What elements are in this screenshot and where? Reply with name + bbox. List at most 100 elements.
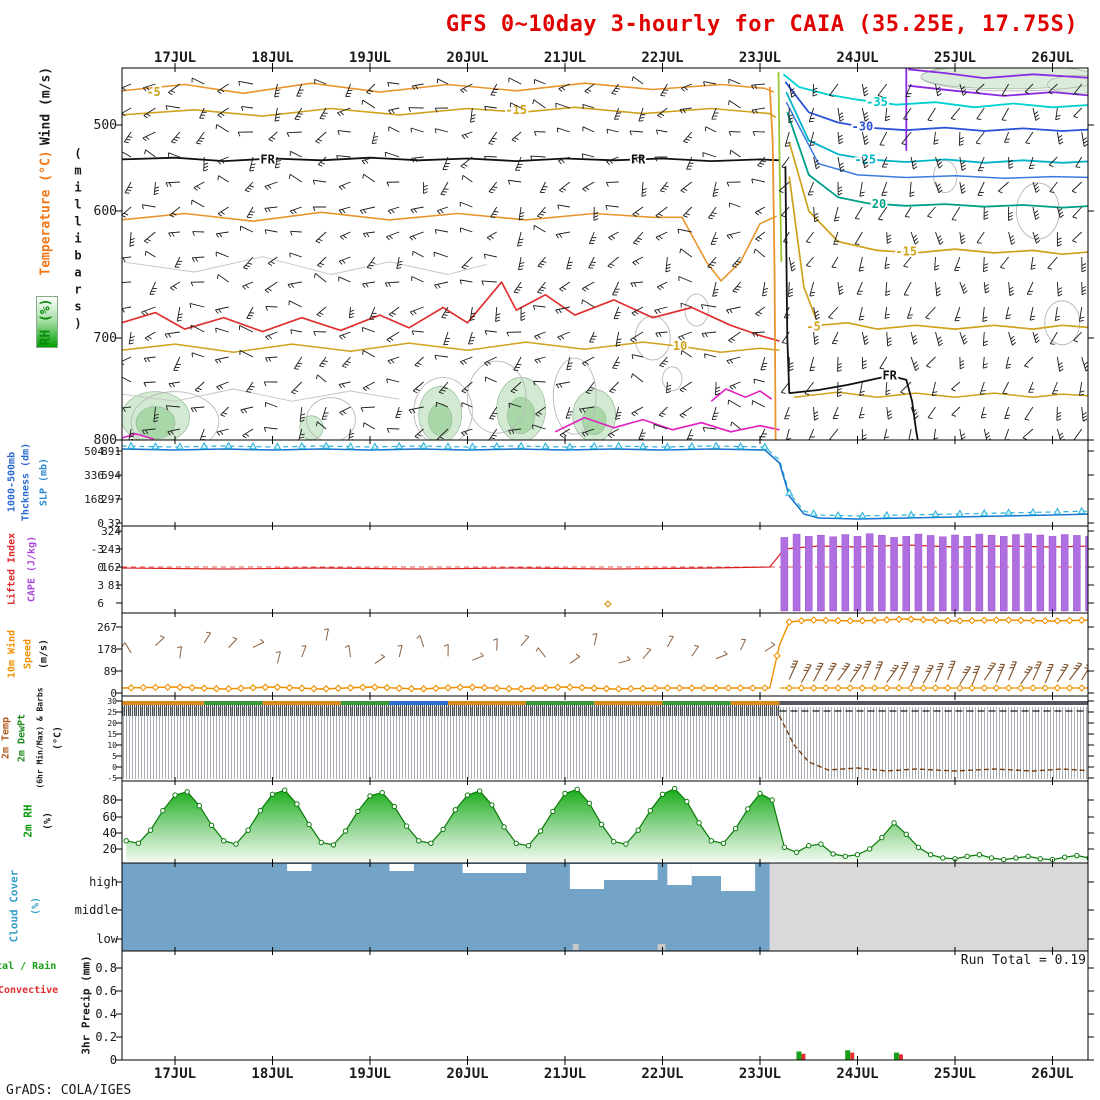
x-axis-label-bottom: 17JUL: [154, 1066, 196, 1082]
axis-label-millibars: (millibars): [71, 146, 85, 334]
svg-text:30: 30: [107, 697, 117, 706]
svg-text:15: 15: [107, 730, 117, 739]
x-axis-label-bottom: 19JUL: [349, 1066, 391, 1082]
svg-text:FR: FR: [260, 152, 275, 166]
axis-label-slp-mb: SLP (mb): [38, 457, 50, 507]
svg-text:-3: -3: [91, 543, 104, 556]
panel-upper-air: -5 -15 FR FR 10 -35 -30 -25 20 -15 -5 FR: [122, 68, 1088, 440]
svg-text:89: 89: [104, 665, 117, 678]
x-axis-label-top: 19JUL: [349, 50, 391, 66]
x-axis-label-top: 18JUL: [251, 50, 293, 66]
svg-text:-5: -5: [146, 85, 160, 99]
svg-text:0: 0: [110, 687, 117, 700]
axis-label-: (%): [30, 896, 42, 916]
x-axis-label-top: 17JUL: [154, 50, 196, 66]
x-axis-label-bottom: 21JUL: [544, 1066, 586, 1082]
axis-label-m-s: (m/s): [38, 638, 50, 670]
x-axis-label-bottom: 26JUL: [1031, 1066, 1073, 1082]
svg-text:0: 0: [112, 763, 117, 772]
svg-text:5: 5: [112, 752, 117, 761]
axis-label-cloud-cover: Cloud Cover: [7, 869, 21, 943]
x-axis-label-top: 23JUL: [739, 50, 781, 66]
svg-text:60: 60: [103, 810, 117, 824]
x-axis-label-top: 21JUL: [544, 50, 586, 66]
panel-precip: [796, 1050, 903, 1060]
axis-label-total-rain: Total / Rain: [0, 961, 57, 972]
axis-label-wind-m-s: Wind (m/s): [38, 66, 54, 146]
axis-label-: (%): [42, 811, 54, 831]
x-axis-label-bottom: 18JUL: [251, 1066, 293, 1082]
svg-text:32: 32: [108, 517, 121, 530]
svg-text:6: 6: [97, 597, 104, 610]
axis-label-thckness-dm: Thckness (dm): [20, 442, 32, 522]
svg-text:0.4: 0.4: [95, 1007, 117, 1021]
axis-label-speed: Speed: [22, 638, 34, 670]
svg-text:0: 0: [97, 561, 104, 574]
panel-cloud-cover: [122, 863, 1088, 951]
svg-text:25: 25: [107, 708, 117, 717]
svg-text:-35: -35: [866, 95, 888, 109]
svg-text:0.6: 0.6: [95, 984, 117, 998]
x-axis-label-bottom: 22JUL: [641, 1066, 683, 1082]
svg-text:81: 81: [108, 579, 121, 592]
x-axis-label-bottom: 23JUL: [739, 1066, 781, 1082]
svg-text:297: 297: [101, 493, 121, 506]
svg-text:891: 891: [101, 445, 121, 458]
axis-label-convective: Convective: [0, 985, 59, 996]
rh-gradient-legend: [36, 296, 58, 348]
run-total-label: Run Total = 0.19: [960, 953, 1086, 968]
svg-text:500: 500: [94, 118, 117, 133]
x-axis-label-top: 25JUL: [934, 50, 976, 66]
panel-slp-thickness: [122, 441, 1088, 520]
svg-text:0: 0: [110, 1053, 117, 1067]
x-axis-label-bottom: 24JUL: [836, 1066, 878, 1082]
svg-text:low: low: [96, 932, 118, 946]
svg-text:40: 40: [103, 826, 117, 840]
svg-text:20: 20: [107, 719, 117, 728]
svg-text:324: 324: [101, 525, 121, 538]
x-axis-label-top: 20JUL: [446, 50, 488, 66]
x-axis-label-top: 26JUL: [1031, 50, 1073, 66]
axis-label-2m-dewpt: 2m DewPt: [16, 713, 28, 763]
axis-label-temperature-c: Temperature (°C): [38, 150, 54, 276]
svg-text:504: 504: [84, 445, 104, 458]
panel-2m-temp-dewpt: [122, 701, 1088, 779]
svg-text:267: 267: [97, 621, 117, 634]
svg-text:178: 178: [97, 643, 117, 656]
svg-text:80: 80: [103, 793, 117, 807]
svg-text:168: 168: [84, 493, 104, 506]
svg-text:600: 600: [94, 204, 117, 219]
axis-label-lifted-index: Lifted Index: [6, 532, 18, 606]
chart-title: GFS 0~10day 3-hourly for CAIA (35.25E, 1…: [445, 12, 1079, 37]
svg-text:162: 162: [101, 561, 121, 574]
axis-label-3hr-precip-mm: 3hr Precip (mm): [79, 955, 93, 1055]
svg-text:700: 700: [94, 331, 117, 346]
panel-2m-rh: [123, 785, 1088, 863]
axis-label-2m-temp: 2m Temp: [0, 716, 12, 760]
axis-label-cape-j-kg: CAPE (J/kg): [26, 535, 38, 603]
svg-text:0: 0: [97, 517, 104, 530]
axis-label-2m-rh: 2m RH: [21, 804, 35, 838]
axis-label-6hr-min-max-barbs: (6hr Min/Max) & Barbs: [35, 687, 45, 789]
svg-text:10: 10: [673, 339, 687, 353]
axis-label-rh: RH (%): [38, 298, 54, 346]
svg-text:243: 243: [101, 543, 121, 556]
x-axis-label-bottom: 25JUL: [934, 1066, 976, 1082]
x-axis-label-top: 24JUL: [836, 50, 878, 66]
svg-text:0.2: 0.2: [95, 1030, 117, 1044]
panel-10m-wind: [122, 615, 1088, 693]
svg-text:10: 10: [107, 741, 117, 750]
svg-text:-15: -15: [895, 245, 917, 259]
svg-text:20: 20: [872, 197, 886, 211]
svg-text:-5: -5: [107, 774, 117, 783]
svg-text:high: high: [89, 875, 118, 889]
svg-text:336: 336: [84, 469, 104, 482]
panel-li-cape: [122, 533, 1088, 612]
axis-label-c: (°C): [52, 725, 64, 751]
svg-text:-15: -15: [505, 103, 527, 117]
svg-text:20: 20: [103, 842, 117, 856]
svg-text:0.8: 0.8: [95, 961, 117, 975]
credits: GrADS: COLA/IGES: [6, 1083, 132, 1098]
svg-text:-25: -25: [854, 152, 876, 166]
